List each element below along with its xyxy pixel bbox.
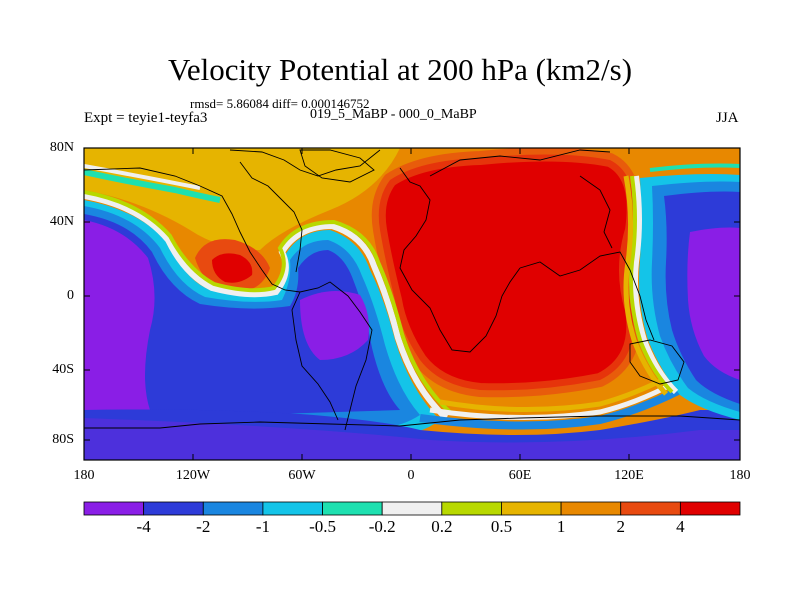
colorbar-label: -0.2 — [368, 517, 396, 536]
colorbar-swatch — [322, 501, 383, 516]
y-tick-label: 0 — [67, 288, 74, 303]
map-frame — [83, 147, 741, 461]
coastlines — [84, 149, 740, 431]
x-tick-label: 120W — [175, 468, 211, 483]
x-tick-label: 60E — [508, 468, 532, 483]
colorbar-swatch — [83, 501, 145, 516]
y-tick-label: 80N — [49, 140, 74, 155]
y-tick-label: 80S — [52, 432, 74, 447]
colorbar-label: -0.5 — [309, 517, 336, 536]
colorbar-swatch — [143, 501, 204, 516]
colorbar-swatch — [620, 501, 681, 516]
colorbar-swatch — [501, 501, 562, 516]
plot-title: Velocity Potential at 200 hPa (km2/s) — [167, 52, 633, 87]
colorbar-swatch — [202, 501, 264, 516]
comparison-label: 019_5_MaBP - 000_0_MaBP — [310, 107, 477, 122]
experiment-label: Expt = teyie1-teyfa3 — [84, 110, 208, 126]
colorbar-swatch — [560, 501, 622, 516]
season-label: JJA — [716, 110, 739, 126]
x-tick-label: 120E — [614, 468, 644, 483]
y-tick-label: 40S — [52, 362, 74, 377]
x-tick-label: 180 — [729, 468, 751, 483]
contour-fill-field — [84, 148, 740, 460]
colorbar-label: -1 — [255, 517, 270, 536]
colorbar-label: -4 — [136, 517, 151, 536]
colorbar-swatch — [679, 501, 741, 516]
colorbar — [83, 501, 741, 516]
rmsd-diff-stats: rmsd= 5.86084 diff= 0.000146752 — [190, 96, 370, 111]
colorbar-swatch — [441, 501, 502, 516]
colorbar-label: 4 — [676, 517, 685, 536]
colorbar-swatch — [381, 501, 443, 516]
colorbar-label: 0.2 — [431, 517, 453, 536]
x-tick-label: 60W — [288, 468, 316, 483]
axis-ticks — [83, 147, 741, 460]
x-tick-label: 180 — [73, 468, 95, 483]
colorbar-label: -2 — [196, 517, 211, 536]
colorbar-label: 0.5 — [490, 517, 513, 536]
colorbar-swatch — [262, 501, 323, 516]
x-tick-label: 0 — [407, 468, 415, 483]
colorbar-label: 1 — [556, 517, 566, 536]
colorbar-label: 2 — [616, 517, 625, 536]
y-tick-label: 40N — [49, 214, 74, 229]
